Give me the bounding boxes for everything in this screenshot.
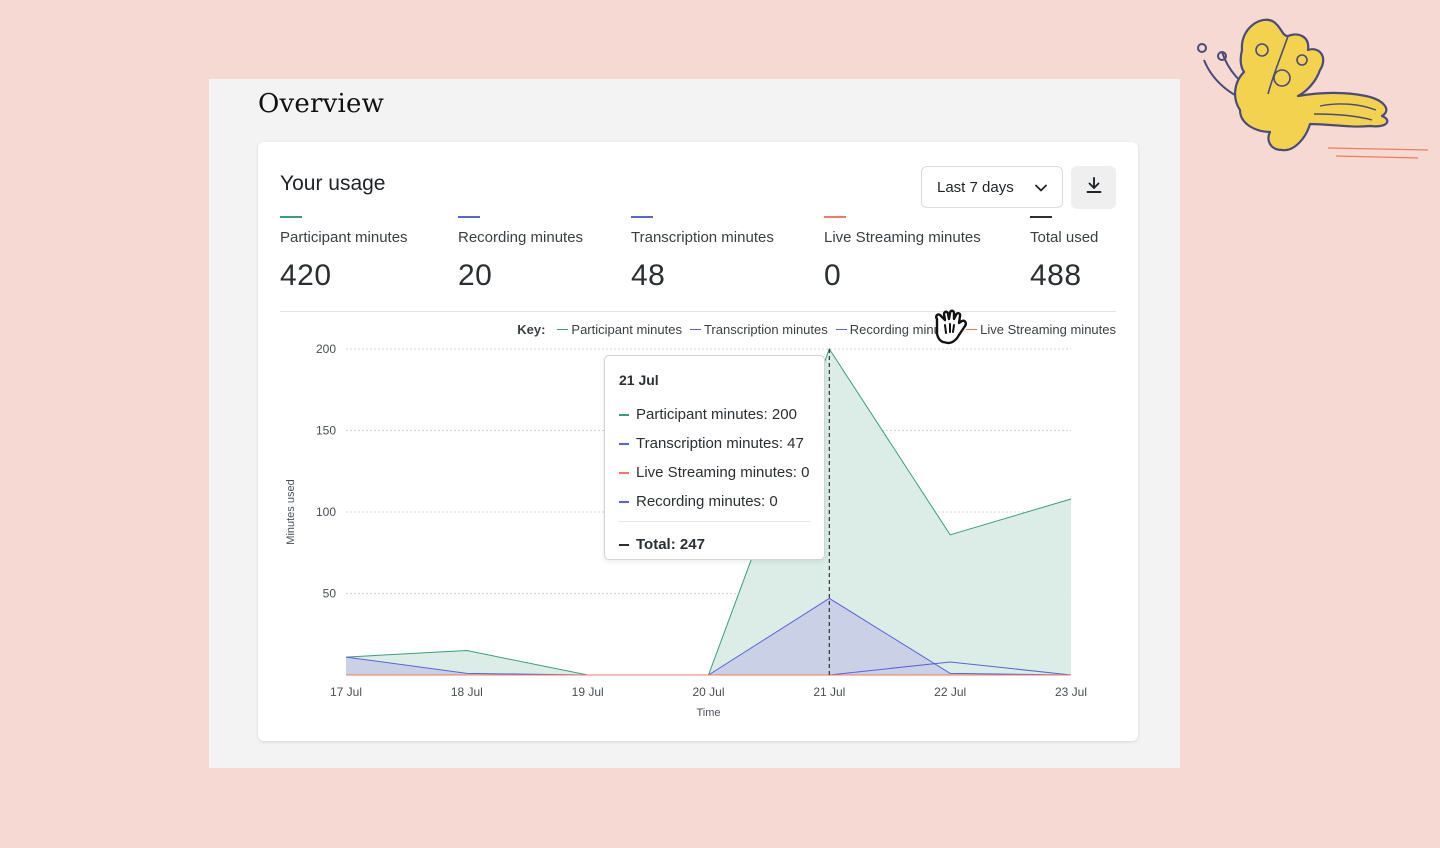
legend-item-participant: Participant minutes: [557, 322, 682, 337]
chevron-down-icon: [1034, 181, 1048, 199]
stat-color-bar: [280, 216, 302, 218]
stat-label: Total used: [1030, 229, 1099, 246]
legend-item-transcription: Transcription minutes: [689, 322, 828, 337]
stat-color-bar: [458, 216, 480, 218]
x-tick-label: 19 Jul: [572, 685, 604, 699]
tooltip-row-recording: Recording minutes: 0: [619, 487, 810, 516]
chart-legend: Key: Participant minutes Transcription m…: [491, 321, 1116, 337]
tooltip-separator: [619, 521, 810, 522]
stat-live-streaming-minutes: Live Streaming minutes 0: [824, 216, 981, 293]
stat-label: Live Streaming minutes: [824, 229, 981, 246]
x-axis-title: Time: [696, 707, 720, 719]
legend-item-live-streaming: Live Streaming minutes: [966, 322, 1116, 337]
stat-color-bar: [824, 216, 846, 218]
x-tick-label: 21 Jul: [813, 685, 845, 699]
stat-value: 488: [1030, 259, 1082, 292]
stat-value: 420: [280, 259, 332, 292]
tooltip-total: Total: 247: [619, 530, 810, 559]
tooltip-date: 21 Jul: [619, 372, 659, 388]
x-tick-label: 17 Jul: [330, 685, 362, 699]
y-tick-label: 50: [323, 587, 337, 601]
download-button[interactable]: [1071, 166, 1116, 209]
pointer-hand-icon: [931, 309, 971, 356]
overview-panel: Overview Your usage Last 7 days Particip…: [209, 79, 1180, 768]
y-tick-label: 200: [316, 342, 336, 356]
stat-label: Transcription minutes: [631, 229, 774, 246]
date-range-select[interactable]: Last 7 days: [921, 166, 1063, 208]
tooltip-row-transcription: Transcription minutes: 47: [619, 429, 810, 458]
usage-card: Your usage Last 7 days Participant minut…: [258, 142, 1138, 741]
download-icon: [1084, 175, 1104, 200]
page-title: Overview: [258, 89, 385, 119]
x-tick-label: 18 Jul: [451, 685, 483, 699]
stat-value: 20: [458, 259, 493, 292]
stat-participant-minutes: Participant minutes 420: [280, 216, 408, 293]
legend-item-recording: Recording minutes: [835, 322, 958, 337]
legend-key-label: Key:: [517, 321, 546, 337]
tooltip-row-live-streaming: Live Streaming minutes: 0: [619, 458, 810, 487]
stat-label: Recording minutes: [458, 229, 584, 246]
stat-value: 0: [824, 259, 842, 292]
y-tick-label: 150: [316, 424, 336, 438]
x-tick-label: 23 Jul: [1055, 685, 1087, 699]
stat-total-used: Total used 488: [1030, 216, 1098, 293]
tooltip-row-participant: Participant minutes: 200: [619, 400, 810, 429]
butterfly-illustration-icon: [1170, 10, 1435, 175]
date-range-value: Last 7 days: [937, 178, 1014, 196]
chart-tooltip: 21 Jul Participant minutes: 200 Transcri…: [604, 355, 825, 560]
stat-recording-minutes: Recording minutes 20: [458, 216, 583, 293]
series-area-1: [346, 598, 1071, 675]
stat-color-bar: [631, 216, 653, 218]
y-tick-label: 100: [316, 505, 336, 519]
stat-label: Participant minutes: [280, 229, 408, 246]
card-title: Your usage: [280, 172, 386, 195]
stat-transcription-minutes: Transcription minutes 48: [631, 216, 774, 293]
y-axis-title: Minutes used: [285, 479, 297, 544]
series-area-0: [346, 349, 1071, 675]
stat-value: 48: [631, 259, 666, 292]
stat-color-bar: [1030, 216, 1052, 218]
x-tick-label: 20 Jul: [692, 685, 724, 699]
x-tick-label: 22 Jul: [934, 685, 966, 699]
stats-divider: [280, 311, 1116, 312]
